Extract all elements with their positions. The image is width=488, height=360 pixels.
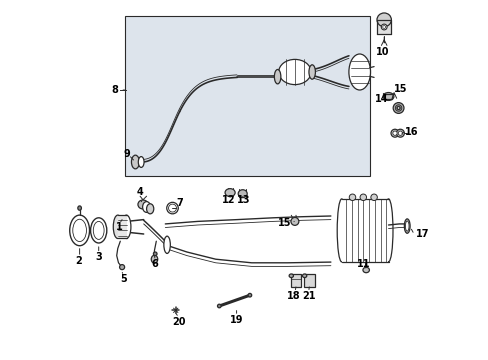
Ellipse shape bbox=[348, 194, 355, 201]
Bar bbox=[341, 199, 387, 262]
Ellipse shape bbox=[383, 199, 392, 262]
Ellipse shape bbox=[337, 199, 346, 262]
Text: 19: 19 bbox=[229, 315, 243, 325]
Ellipse shape bbox=[376, 13, 390, 27]
Text: 11: 11 bbox=[357, 259, 370, 269]
Ellipse shape bbox=[122, 215, 131, 239]
Ellipse shape bbox=[278, 59, 310, 85]
Ellipse shape bbox=[404, 219, 409, 233]
Ellipse shape bbox=[394, 105, 401, 111]
Ellipse shape bbox=[73, 219, 86, 242]
Ellipse shape bbox=[247, 293, 251, 297]
Text: 7: 7 bbox=[177, 198, 183, 208]
Text: 5: 5 bbox=[120, 274, 127, 284]
Ellipse shape bbox=[224, 189, 235, 197]
Text: 18: 18 bbox=[287, 291, 301, 301]
Text: 9: 9 bbox=[123, 149, 130, 159]
Ellipse shape bbox=[146, 204, 153, 214]
Ellipse shape bbox=[120, 265, 124, 270]
Text: 17: 17 bbox=[415, 229, 428, 239]
Ellipse shape bbox=[392, 103, 403, 113]
Ellipse shape bbox=[359, 194, 366, 201]
Ellipse shape bbox=[390, 129, 398, 137]
Ellipse shape bbox=[151, 255, 158, 263]
Ellipse shape bbox=[370, 194, 377, 201]
Text: 6: 6 bbox=[152, 259, 158, 269]
Text: 21: 21 bbox=[302, 291, 315, 301]
Ellipse shape bbox=[113, 215, 122, 239]
Bar bbox=[118, 215, 126, 238]
Ellipse shape bbox=[382, 26, 385, 28]
Ellipse shape bbox=[392, 131, 396, 135]
Ellipse shape bbox=[166, 202, 178, 214]
Ellipse shape bbox=[274, 69, 280, 84]
Ellipse shape bbox=[78, 206, 81, 210]
Ellipse shape bbox=[290, 217, 298, 225]
Ellipse shape bbox=[138, 200, 148, 209]
Text: 12: 12 bbox=[222, 195, 235, 206]
Text: 3: 3 bbox=[95, 252, 102, 262]
Ellipse shape bbox=[362, 267, 368, 273]
Text: 15: 15 bbox=[277, 218, 291, 228]
Ellipse shape bbox=[405, 221, 408, 231]
Ellipse shape bbox=[238, 190, 247, 198]
Ellipse shape bbox=[302, 274, 306, 278]
Bar bbox=[290, 274, 301, 287]
Ellipse shape bbox=[168, 204, 176, 212]
Text: 20: 20 bbox=[172, 317, 185, 327]
Text: 14: 14 bbox=[374, 94, 387, 104]
Ellipse shape bbox=[348, 54, 370, 90]
Ellipse shape bbox=[153, 252, 157, 256]
Ellipse shape bbox=[142, 202, 150, 212]
Ellipse shape bbox=[381, 24, 386, 30]
Bar bbox=[125, 16, 369, 176]
Ellipse shape bbox=[396, 107, 399, 109]
Text: 16: 16 bbox=[404, 127, 417, 138]
Text: 10: 10 bbox=[375, 47, 388, 57]
Text: 1: 1 bbox=[116, 222, 122, 233]
Ellipse shape bbox=[308, 65, 315, 79]
Text: 2: 2 bbox=[75, 256, 82, 266]
Ellipse shape bbox=[131, 155, 139, 169]
Text: 4: 4 bbox=[137, 187, 143, 197]
Text: 15: 15 bbox=[393, 84, 407, 94]
Ellipse shape bbox=[288, 274, 293, 278]
Ellipse shape bbox=[138, 157, 144, 167]
Ellipse shape bbox=[93, 221, 104, 239]
Ellipse shape bbox=[217, 304, 221, 308]
Ellipse shape bbox=[382, 93, 393, 100]
Bar bbox=[376, 20, 390, 34]
Ellipse shape bbox=[396, 129, 404, 137]
Ellipse shape bbox=[397, 131, 402, 135]
Bar bbox=[303, 274, 314, 287]
Text: 13: 13 bbox=[237, 195, 250, 206]
Ellipse shape bbox=[163, 236, 170, 253]
Text: 8: 8 bbox=[111, 85, 118, 95]
